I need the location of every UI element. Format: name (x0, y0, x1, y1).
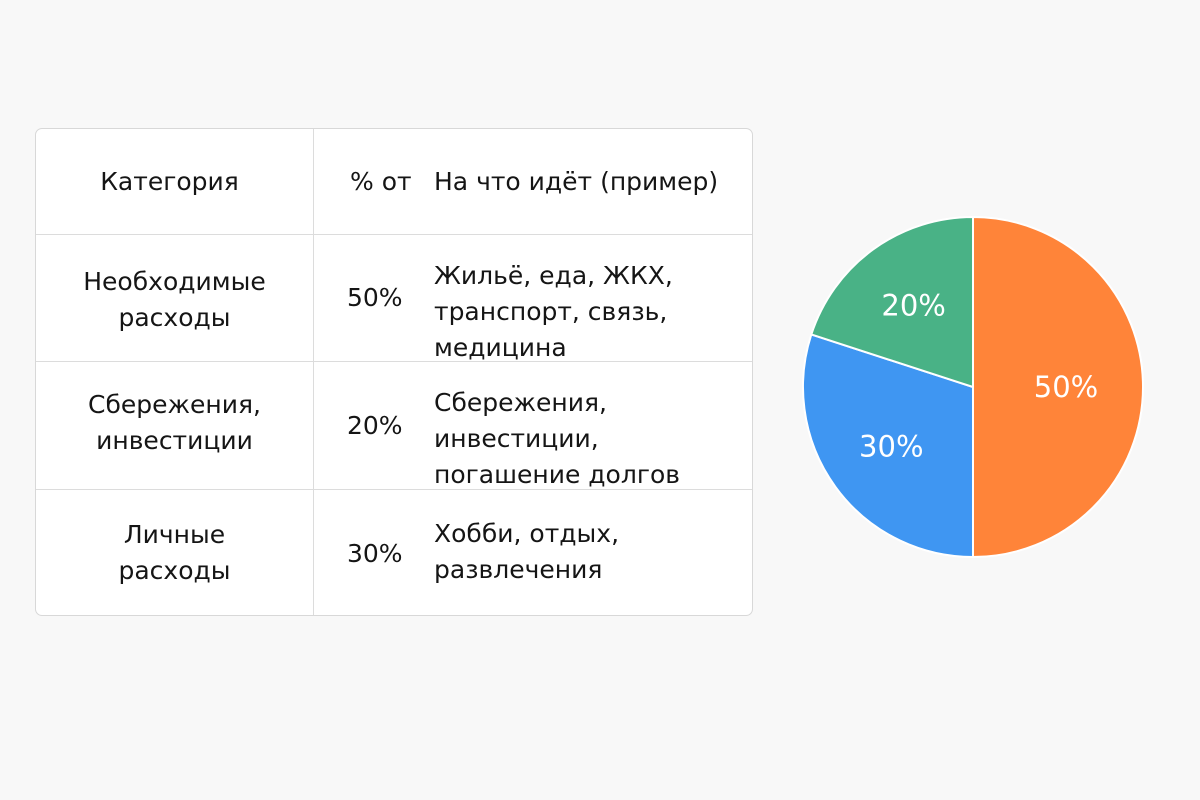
pie-slice-label: 50% (1034, 370, 1098, 404)
pie-chart-svg: 50% 30% 20% (802, 215, 1144, 559)
examples-cell: Хобби, отдых, развлечения (434, 519, 620, 584)
percent-cell: 20% (347, 411, 403, 440)
category-cell: Личные расходы (118, 520, 231, 585)
pie-slice (972, 215, 1144, 559)
pie-slice (810, 215, 974, 389)
pie-slice-label: 30% (859, 429, 923, 463)
examples-cell: Сбережения, инвестиции, погашение долгов (434, 388, 680, 489)
header-percent: % от (350, 167, 412, 196)
percent-cell: 30% (347, 539, 403, 568)
table-row-divider (36, 234, 752, 235)
category-cell: Сбережения, инвестиции (88, 390, 261, 455)
budget-table: Категория % от На что идёт (пример) Необ… (35, 128, 753, 616)
table-column-divider (313, 129, 314, 615)
header-examples: На что идёт (пример) (434, 167, 719, 196)
percent-cell: 50% (347, 283, 403, 312)
examples-cell: Жильё, еда, ЖКХ, транспорт, связь, медиц… (434, 261, 673, 362)
pie-slice (802, 333, 974, 559)
table-row-divider (36, 361, 752, 362)
pie-slice-label: 20% (881, 288, 945, 322)
table-grid: Категория % от На что идёт (пример) Необ… (36, 129, 752, 615)
category-cell: Необходимые расходы (83, 267, 266, 332)
table-row-divider (36, 489, 752, 490)
budget-pie-chart: 50% 30% 20% (795, 205, 1155, 570)
header-category: Категория (100, 167, 239, 196)
